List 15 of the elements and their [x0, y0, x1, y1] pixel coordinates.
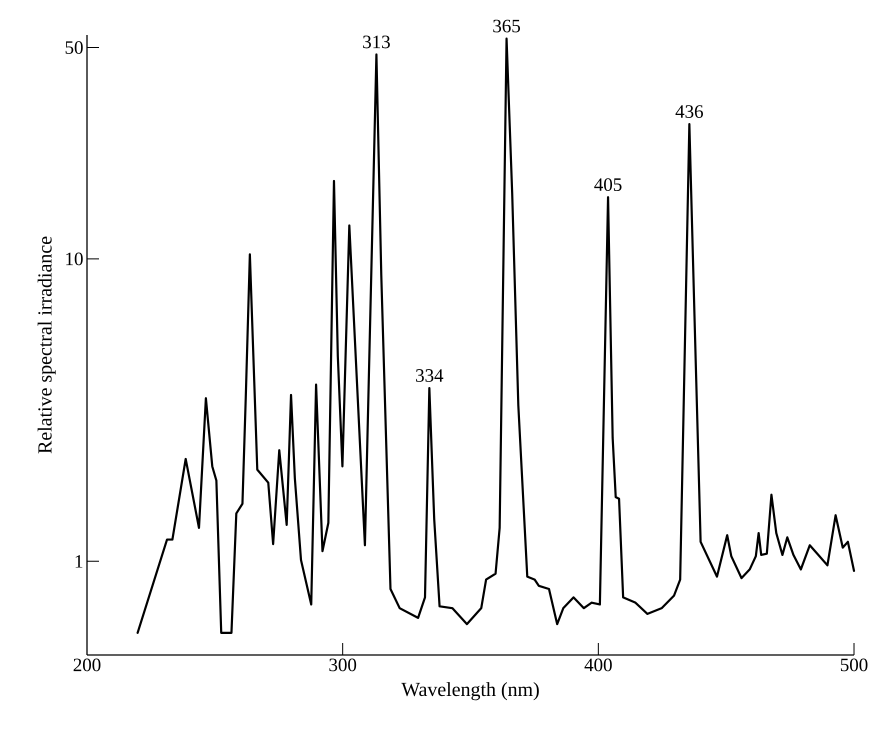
x-axis-title: Wavelength (nm) [401, 682, 539, 700]
y-axis-title: Relative spectral irradiance [38, 236, 56, 454]
x-tick-label: 400 [584, 658, 612, 672]
y-tick-label: 1 [76, 555, 82, 568]
line-series [136, 38, 856, 634]
y-tick-label: 10 [66, 252, 83, 266]
annotation: 436 [676, 105, 703, 118]
x-tick-label: 500 [840, 658, 868, 672]
annotation: 405 [594, 178, 622, 191]
x-tick-label: 200 [74, 658, 100, 672]
y-tick-label: 50 [66, 41, 83, 54]
x-tick-label: 300 [329, 658, 356, 672]
annotation: 334 [416, 369, 444, 382]
annotation: 313 [363, 36, 390, 48]
annotation: 365 [493, 20, 520, 32]
